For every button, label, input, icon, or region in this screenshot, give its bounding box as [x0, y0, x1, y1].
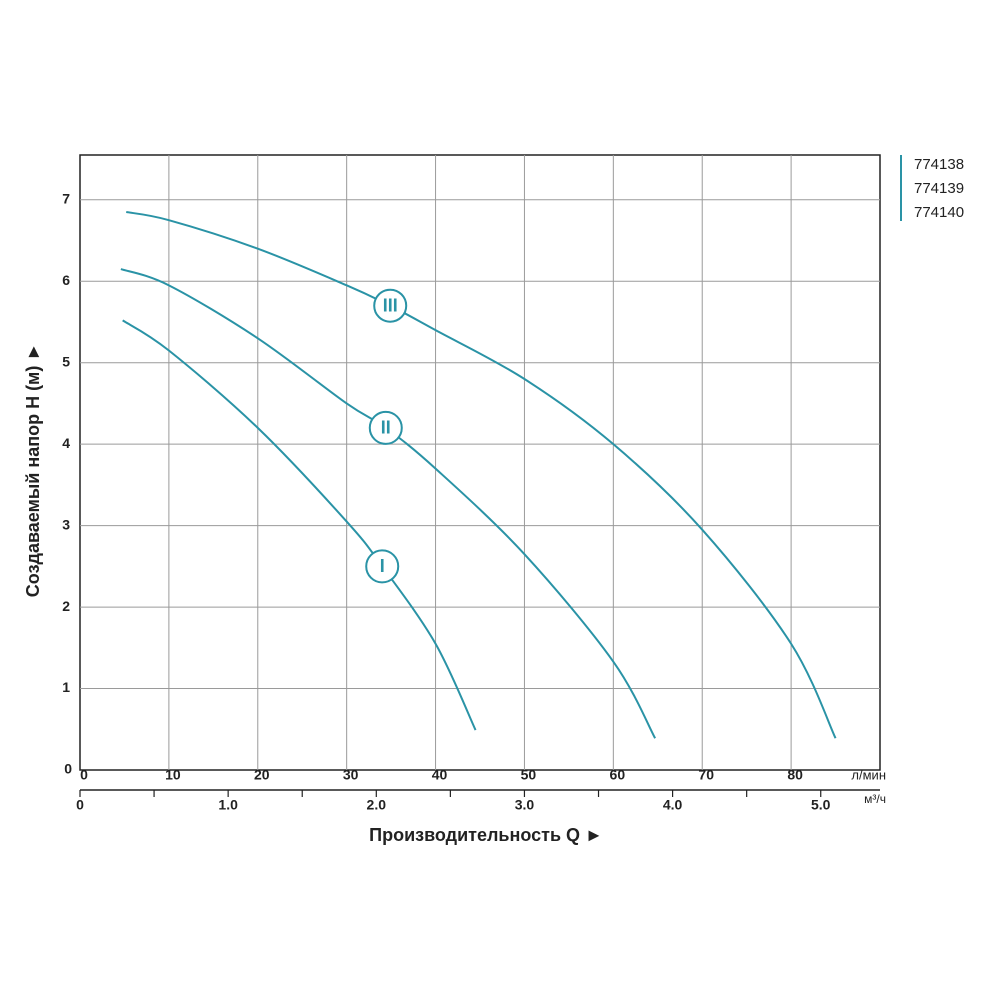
x-tick-label: 50	[521, 767, 537, 783]
x2-unit: м³/ч	[864, 792, 886, 806]
plot-frame	[79, 154, 881, 771]
x2-tick-label: 2.0	[367, 797, 387, 813]
x2-tick-label: 5.0	[811, 797, 831, 813]
pump-curve	[120, 268, 656, 739]
y-tick-label: 7	[62, 191, 70, 207]
pump-curve	[122, 319, 477, 731]
curve-label-circle	[373, 288, 408, 323]
curve-label-circle	[368, 410, 403, 445]
curve-label: I	[380, 556, 385, 576]
x2-tick-label: 4.0	[663, 797, 683, 813]
legend-entry: 774140	[914, 204, 964, 221]
x-tick-label: 80	[787, 767, 803, 783]
x-tick-label: 30	[343, 767, 359, 783]
curve-label: II	[381, 418, 391, 438]
x-tick-label: 20	[254, 767, 270, 783]
x-tick-label: 10	[165, 767, 181, 783]
legend-entry: 774139	[914, 180, 964, 197]
x2-tick-label: 1.0	[218, 797, 238, 813]
x2-tick-label: 0	[76, 797, 84, 813]
x-tick-label: 60	[610, 767, 626, 783]
y-tick-label: 1	[62, 679, 70, 695]
pump-curve	[126, 211, 837, 739]
y-tick-label: 6	[62, 272, 70, 288]
x-unit: л/мин	[851, 767, 886, 782]
y-tick-label: 2	[62, 598, 70, 614]
y-tick-label: 0	[64, 761, 72, 777]
legend-entry: 774138	[914, 156, 964, 173]
x-tick-label: 40	[432, 767, 448, 783]
y-tick-label: 5	[62, 353, 70, 369]
y-axis-title: Создаваемый напор H (м) ►	[23, 343, 43, 597]
y-tick-label: 3	[62, 516, 70, 532]
curve-label-circle	[365, 549, 400, 584]
y-tick-label: 4	[62, 435, 70, 451]
x-axis-title: Производительность Q ►	[369, 825, 603, 845]
x-tick-label: 0	[80, 767, 88, 783]
x2-tick-label: 3.0	[515, 797, 535, 813]
curve-label: III	[383, 295, 398, 315]
x-tick-label: 70	[698, 767, 714, 783]
